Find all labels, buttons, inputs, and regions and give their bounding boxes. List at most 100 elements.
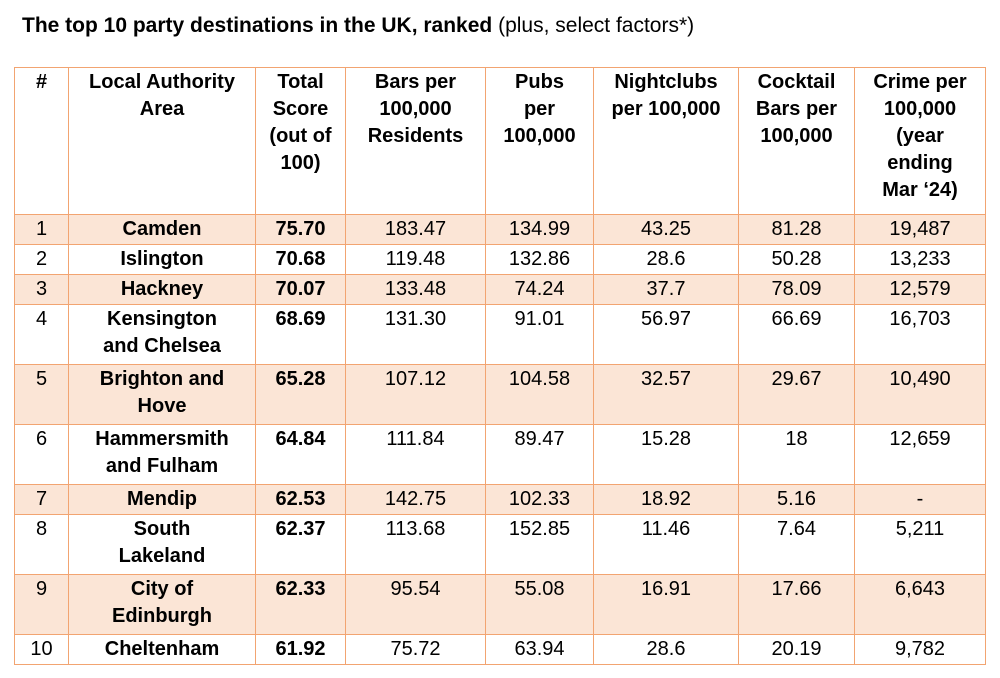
cocktail-bars-cell: 20.19 [738, 634, 855, 665]
table-row: 3 Hackney 70.07 133.48 74.24 37.7 78.09 … [14, 274, 986, 305]
crime-cell: 10,490 [854, 364, 986, 425]
rank-cell: 8 [14, 514, 69, 575]
bars-cell: 142.75 [345, 484, 486, 515]
pubs-cell: 55.08 [485, 574, 594, 635]
score-cell: 70.68 [255, 244, 346, 275]
bars-cell: 133.48 [345, 274, 486, 305]
score-cell: 65.28 [255, 364, 346, 425]
score-cell: 62.53 [255, 484, 346, 515]
crime-cell: 9,782 [854, 634, 986, 665]
nightclubs-cell: 37.7 [593, 274, 739, 305]
area-cell: Islington [68, 244, 256, 275]
bars-cell: 183.47 [345, 214, 486, 245]
score-cell: 62.33 [255, 574, 346, 635]
table-body: 1 Camden 75.70 183.47 134.99 43.25 81.28… [14, 214, 986, 665]
table-row: 4 Kensington and Chelsea 68.69 131.30 91… [14, 304, 986, 365]
crime-cell: - [854, 484, 986, 515]
rank-cell: 7 [14, 484, 69, 515]
rank-cell: 6 [14, 424, 69, 485]
score-cell: 62.37 [255, 514, 346, 575]
nightclubs-cell: 43.25 [593, 214, 739, 245]
area-cell: Hackney [68, 274, 256, 305]
pubs-cell: 63.94 [485, 634, 594, 665]
pubs-cell: 91.01 [485, 304, 594, 365]
bars-cell: 131.30 [345, 304, 486, 365]
pubs-cell: 104.58 [485, 364, 594, 425]
nightclubs-cell: 16.91 [593, 574, 739, 635]
nightclubs-cell: 18.92 [593, 484, 739, 515]
pubs-cell: 89.47 [485, 424, 594, 485]
cocktail-bars-cell: 66.69 [738, 304, 855, 365]
crime-cell: 19,487 [854, 214, 986, 245]
nightclubs-cell: 56.97 [593, 304, 739, 365]
header-row: # Local Authority Area Total Score (out … [14, 67, 986, 215]
area-cell: Brighton and Hove [68, 364, 256, 425]
cocktail-bars-cell: 81.28 [738, 214, 855, 245]
page-title-main: The top 10 party destinations in the UK,… [22, 14, 493, 37]
col-header-rank: # [14, 67, 69, 215]
party-destinations-table: # Local Authority Area Total Score (out … [14, 67, 986, 665]
col-header-nightclubs: Nightclubs per 100,000 [593, 67, 739, 215]
nightclubs-cell: 15.28 [593, 424, 739, 485]
bars-cell: 111.84 [345, 424, 486, 485]
cocktail-bars-cell: 18 [738, 424, 855, 485]
pubs-cell: 132.86 [485, 244, 594, 275]
col-header-local-authority-area: Local Authority Area [68, 67, 256, 215]
col-header-pubs: Pubs per 100,000 [485, 67, 594, 215]
crime-cell: 12,659 [854, 424, 986, 485]
rank-cell: 9 [14, 574, 69, 635]
rank-cell: 5 [14, 364, 69, 425]
page-title: The top 10 party destinations in the UK,… [22, 13, 1000, 39]
area-cell: Hammersmith and Fulham [68, 424, 256, 485]
bars-cell: 95.54 [345, 574, 486, 635]
pubs-cell: 152.85 [485, 514, 594, 575]
table-row: 5 Brighton and Hove 65.28 107.12 104.58 … [14, 364, 986, 425]
score-cell: 61.92 [255, 634, 346, 665]
bars-cell: 119.48 [345, 244, 486, 275]
table-row: 1 Camden 75.70 183.47 134.99 43.25 81.28… [14, 214, 986, 245]
pubs-cell: 102.33 [485, 484, 594, 515]
page-title-note: (plus, select factors*) [492, 14, 695, 37]
rank-cell: 2 [14, 244, 69, 275]
bars-cell: 113.68 [345, 514, 486, 575]
score-cell: 70.07 [255, 274, 346, 305]
area-cell: Camden [68, 214, 256, 245]
cocktail-bars-cell: 17.66 [738, 574, 855, 635]
crime-cell: 6,643 [854, 574, 986, 635]
bars-cell: 107.12 [345, 364, 486, 425]
table-row: 6 Hammersmith and Fulham 64.84 111.84 89… [14, 424, 986, 485]
score-cell: 64.84 [255, 424, 346, 485]
cocktail-bars-cell: 78.09 [738, 274, 855, 305]
rank-cell: 10 [14, 634, 69, 665]
pubs-cell: 74.24 [485, 274, 594, 305]
score-cell: 68.69 [255, 304, 346, 365]
cocktail-bars-cell: 50.28 [738, 244, 855, 275]
nightclubs-cell: 28.6 [593, 244, 739, 275]
table-row: 2 Islington 70.68 119.48 132.86 28.6 50.… [14, 244, 986, 275]
nightclubs-cell: 28.6 [593, 634, 739, 665]
area-cell: Kensington and Chelsea [68, 304, 256, 365]
rank-cell: 4 [14, 304, 69, 365]
col-header-crime: Crime per 100,000 (year ending Mar ‘24) [854, 67, 986, 215]
col-header-bars: Bars per 100,000 Residents [345, 67, 486, 215]
score-cell: 75.70 [255, 214, 346, 245]
cocktail-bars-cell: 5.16 [738, 484, 855, 515]
nightclubs-cell: 32.57 [593, 364, 739, 425]
col-header-total-score: Total Score (out of 100) [255, 67, 346, 215]
table-row: 8 South Lakeland 62.37 113.68 152.85 11.… [14, 514, 986, 575]
pubs-cell: 134.99 [485, 214, 594, 245]
table-header: # Local Authority Area Total Score (out … [14, 67, 986, 215]
cocktail-bars-cell: 29.67 [738, 364, 855, 425]
cocktail-bars-cell: 7.64 [738, 514, 855, 575]
area-cell: South Lakeland [68, 514, 256, 575]
crime-cell: 16,703 [854, 304, 986, 365]
table-row: 10 Cheltenham 61.92 75.72 63.94 28.6 20.… [14, 634, 986, 665]
rank-cell: 3 [14, 274, 69, 305]
crime-cell: 13,233 [854, 244, 986, 275]
area-cell: Mendip [68, 484, 256, 515]
rank-cell: 1 [14, 214, 69, 245]
bars-cell: 75.72 [345, 634, 486, 665]
table-row: 7 Mendip 62.53 142.75 102.33 18.92 5.16 … [14, 484, 986, 515]
crime-cell: 5,211 [854, 514, 986, 575]
